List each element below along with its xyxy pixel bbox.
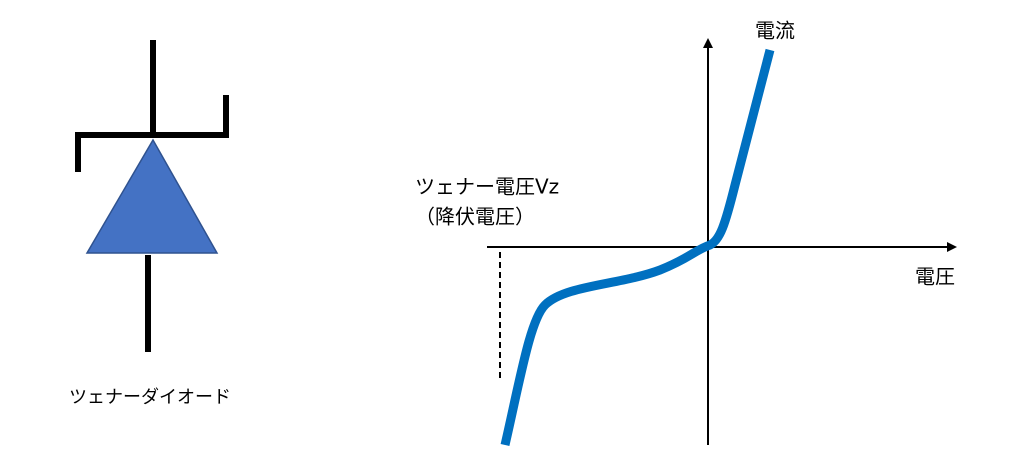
cathode-bar [75, 95, 229, 172]
y-axis-label: 電流 [755, 19, 795, 43]
annotation: ツェナー電圧Vz [415, 175, 559, 199]
x-axis-label: 電圧 [915, 265, 955, 289]
zener-symbol [75, 40, 229, 352]
iv-curve [500, 48, 775, 447]
symbol-label: ツェナーダイオード [69, 387, 231, 408]
annotation: （降伏電圧） [415, 205, 535, 229]
diode-triangle [85, 138, 219, 254]
